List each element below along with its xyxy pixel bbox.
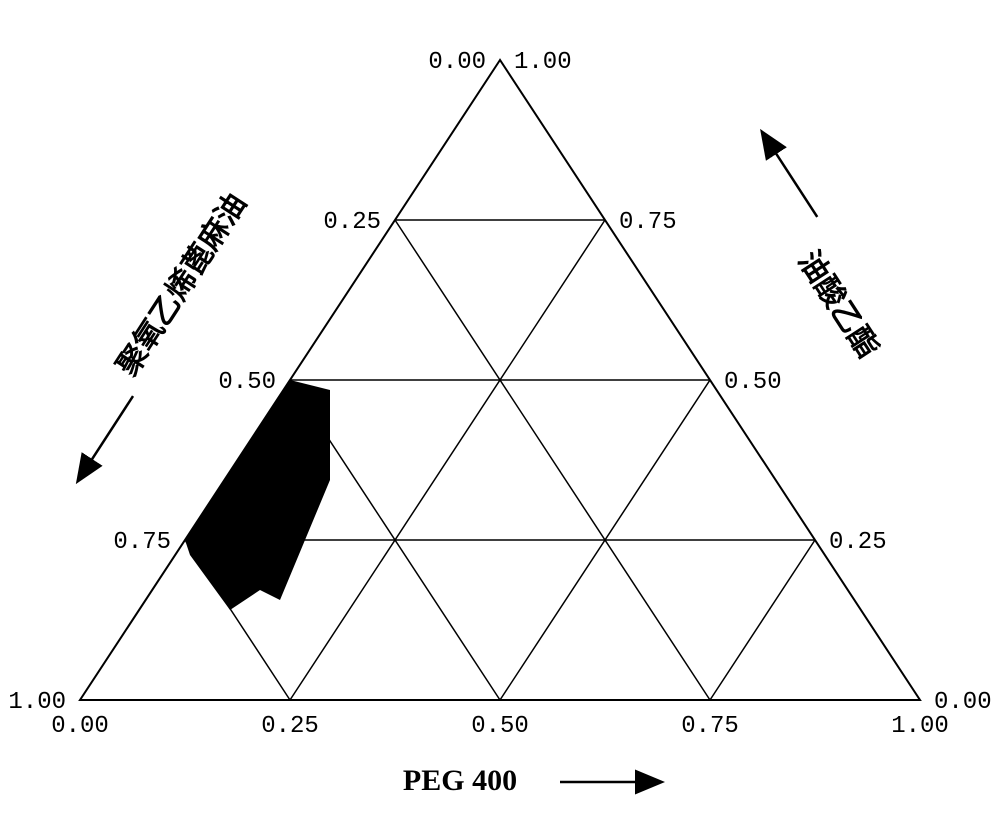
tick-label: 0.25: [261, 713, 319, 740]
tick-label: 1.00: [8, 689, 66, 716]
tick-label: 0.75: [619, 209, 677, 236]
tick-label: 0.00: [934, 689, 992, 716]
bottom-axis: PEG 400: [403, 764, 660, 797]
tick-labels: 0.000.250.500.751.000.000.250.500.751.00…: [8, 49, 991, 740]
tick-label: 0.50: [724, 369, 782, 396]
tick-label: 0.50: [471, 713, 529, 740]
tick-label: 0.75: [113, 529, 171, 556]
tick-label: 0.25: [323, 209, 381, 236]
bottom-axis-label: PEG 400: [403, 764, 517, 797]
right-axis-label: 油酸乙酯: [791, 246, 884, 365]
tick-label: 0.25: [829, 529, 887, 556]
tick-label: 0.75: [681, 713, 739, 740]
tick-label: 0.50: [218, 369, 276, 396]
grid-line: [290, 220, 605, 700]
left-axis-arrow: [79, 396, 133, 480]
ternary-region: [185, 380, 330, 610]
tick-label: 0.00: [51, 713, 109, 740]
tick-label: 1.00: [514, 49, 572, 76]
right-axis: 油酸乙酯: [723, 133, 896, 364]
right-axis-arrow: [763, 133, 817, 217]
left-axis: 聚氧乙烯蓖麻油: [48, 187, 256, 480]
tick-label: 0.00: [428, 49, 486, 76]
ternary-diagram: 0.000.250.500.751.000.000.250.500.751.00…: [0, 0, 1000, 813]
tick-label: 1.00: [891, 713, 949, 740]
grid-line: [395, 220, 710, 700]
left-axis-label: 聚氧乙烯蓖麻油: [110, 187, 253, 382]
grid-line: [710, 540, 815, 700]
